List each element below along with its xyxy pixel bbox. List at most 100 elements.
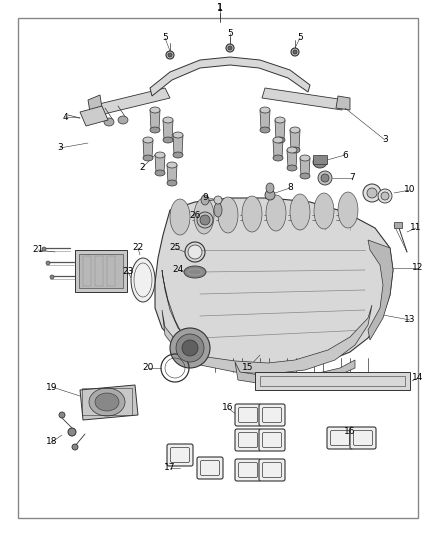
Polygon shape	[336, 96, 350, 110]
Text: 26: 26	[189, 212, 201, 221]
Text: 23: 23	[122, 268, 134, 277]
Polygon shape	[155, 198, 393, 370]
Ellipse shape	[290, 147, 300, 153]
Ellipse shape	[338, 192, 358, 228]
Polygon shape	[300, 158, 310, 176]
Circle shape	[321, 174, 329, 182]
Bar	[79, 254, 123, 288]
Circle shape	[293, 50, 297, 54]
Circle shape	[182, 340, 198, 356]
FancyBboxPatch shape	[235, 459, 261, 481]
Ellipse shape	[173, 132, 183, 138]
Text: 5: 5	[227, 28, 233, 37]
Circle shape	[197, 212, 213, 228]
Ellipse shape	[167, 162, 177, 168]
FancyBboxPatch shape	[259, 429, 285, 451]
Ellipse shape	[118, 116, 128, 124]
Circle shape	[59, 412, 65, 418]
Bar	[82, 388, 132, 415]
Text: 21: 21	[32, 246, 44, 254]
Ellipse shape	[155, 170, 165, 176]
Polygon shape	[235, 360, 355, 385]
Circle shape	[168, 53, 172, 57]
Ellipse shape	[143, 137, 153, 143]
Polygon shape	[287, 150, 297, 168]
Ellipse shape	[266, 183, 274, 193]
Bar	[95, 256, 103, 286]
Text: 25: 25	[170, 244, 181, 253]
Polygon shape	[163, 120, 173, 140]
Bar	[107, 256, 115, 286]
Ellipse shape	[89, 388, 125, 416]
Ellipse shape	[266, 195, 286, 231]
Polygon shape	[262, 88, 345, 110]
Ellipse shape	[313, 156, 327, 168]
Ellipse shape	[163, 117, 173, 123]
Text: 4: 4	[62, 112, 68, 122]
Text: 7: 7	[349, 174, 355, 182]
Ellipse shape	[287, 147, 297, 153]
Text: 17: 17	[164, 464, 176, 472]
Text: 15: 15	[242, 364, 254, 373]
Text: 10: 10	[404, 185, 416, 195]
Circle shape	[378, 189, 392, 203]
Polygon shape	[143, 140, 153, 158]
Ellipse shape	[155, 152, 165, 158]
Bar	[83, 256, 91, 286]
Text: 14: 14	[412, 374, 424, 383]
Ellipse shape	[242, 196, 262, 232]
Polygon shape	[162, 305, 372, 374]
Circle shape	[170, 328, 210, 368]
Ellipse shape	[300, 173, 310, 179]
Circle shape	[188, 245, 202, 259]
Ellipse shape	[260, 127, 270, 133]
Ellipse shape	[273, 155, 283, 161]
Text: 5: 5	[297, 34, 303, 43]
Circle shape	[42, 247, 46, 251]
Text: 19: 19	[46, 383, 58, 392]
Polygon shape	[290, 130, 300, 150]
Polygon shape	[155, 155, 165, 173]
Ellipse shape	[150, 127, 160, 133]
Ellipse shape	[287, 165, 297, 171]
Polygon shape	[162, 270, 192, 344]
Circle shape	[228, 46, 232, 50]
Ellipse shape	[290, 194, 310, 230]
Circle shape	[176, 334, 204, 362]
Polygon shape	[167, 165, 177, 183]
Ellipse shape	[184, 266, 206, 278]
Polygon shape	[95, 88, 170, 115]
Circle shape	[50, 275, 54, 279]
Ellipse shape	[290, 127, 300, 133]
Polygon shape	[80, 106, 108, 126]
Text: 24: 24	[173, 265, 184, 274]
FancyBboxPatch shape	[259, 459, 285, 481]
Ellipse shape	[214, 203, 222, 217]
Circle shape	[46, 261, 50, 265]
Ellipse shape	[163, 137, 173, 143]
Text: 16: 16	[222, 403, 234, 413]
Text: 16: 16	[344, 427, 356, 437]
Ellipse shape	[218, 197, 238, 233]
Ellipse shape	[143, 155, 153, 161]
FancyBboxPatch shape	[350, 427, 376, 449]
Ellipse shape	[300, 155, 310, 161]
Circle shape	[363, 184, 381, 202]
Text: 12: 12	[412, 263, 424, 272]
Polygon shape	[260, 110, 270, 130]
FancyBboxPatch shape	[235, 404, 261, 426]
Ellipse shape	[167, 180, 177, 186]
Circle shape	[265, 190, 275, 200]
Ellipse shape	[273, 137, 283, 143]
Ellipse shape	[201, 195, 209, 205]
Polygon shape	[80, 385, 138, 420]
Circle shape	[291, 48, 299, 56]
Ellipse shape	[275, 117, 285, 123]
Text: 8: 8	[287, 183, 293, 192]
Bar	[260, 376, 405, 386]
Ellipse shape	[314, 193, 334, 229]
Text: 18: 18	[46, 438, 58, 447]
Text: 3: 3	[57, 143, 63, 152]
FancyBboxPatch shape	[327, 427, 353, 449]
Text: 22: 22	[132, 244, 144, 253]
